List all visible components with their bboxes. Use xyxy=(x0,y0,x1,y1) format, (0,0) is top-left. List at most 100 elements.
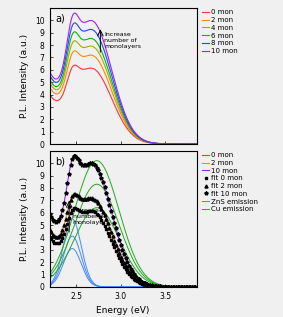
10 mon xyxy=(108,59,111,62)
Line: 6 mon: 6 mon xyxy=(50,32,197,144)
fit 10 mon xyxy=(48,212,51,216)
8 mon xyxy=(149,141,153,145)
2 mon xyxy=(48,85,51,89)
fit 0 mon xyxy=(48,235,51,239)
fit 2 mon xyxy=(74,192,77,196)
8 mon xyxy=(165,142,169,146)
10 mon xyxy=(163,142,166,146)
2 mon xyxy=(165,142,169,146)
0 mon xyxy=(165,285,169,289)
10 mon xyxy=(163,285,166,288)
4 mon xyxy=(73,39,77,43)
0 mon xyxy=(73,206,77,210)
2 mon xyxy=(48,228,51,231)
4 mon xyxy=(63,72,66,76)
Text: Increase
number of
monolayers: Increase number of monolayers xyxy=(73,208,110,225)
10 mon xyxy=(149,283,153,287)
6 mon xyxy=(163,142,166,146)
4 mon xyxy=(113,92,116,95)
0 mon xyxy=(149,141,153,145)
4 mon xyxy=(165,142,169,146)
0 mon xyxy=(195,142,198,146)
fit 2 mon xyxy=(173,285,176,289)
fit 2 mon xyxy=(194,285,197,289)
Line: 10 mon: 10 mon xyxy=(50,156,197,287)
0 mon xyxy=(48,92,51,96)
6 mon xyxy=(165,142,169,146)
0 mon xyxy=(165,142,169,146)
8 mon xyxy=(113,83,116,87)
fit 2 mon xyxy=(66,210,69,214)
0 mon xyxy=(63,88,66,92)
X-axis label: Energy (eV): Energy (eV) xyxy=(97,306,150,315)
fit 10 mon xyxy=(66,182,69,185)
Text: Increase
number of
monolayers: Increase number of monolayers xyxy=(104,32,141,49)
8 mon xyxy=(195,142,198,146)
0 mon xyxy=(113,246,116,250)
4 mon xyxy=(149,141,153,145)
10 mon xyxy=(63,198,66,202)
Legend: 0 mon, 2 mon, 4 mon, 6 mon, 8 mon, 10 mon: 0 mon, 2 mon, 4 mon, 6 mon, 8 mon, 10 mo… xyxy=(200,7,241,57)
6 mon xyxy=(108,71,111,74)
0 mon xyxy=(108,91,111,95)
fit 0 mon xyxy=(87,209,90,213)
fit 2 mon xyxy=(83,197,87,201)
4 mon xyxy=(163,142,166,146)
Line: 2 mon: 2 mon xyxy=(50,51,197,144)
6 mon xyxy=(48,77,51,81)
fit 0 mon xyxy=(66,222,69,225)
10 mon xyxy=(165,142,169,146)
Line: 4 mon: 4 mon xyxy=(50,41,197,144)
6 mon xyxy=(113,88,116,92)
8 mon xyxy=(63,61,66,65)
0 mon xyxy=(63,231,66,235)
2 mon xyxy=(113,96,116,100)
2 mon xyxy=(63,222,66,225)
fit 2 mon xyxy=(192,285,196,289)
10 mon xyxy=(165,285,169,288)
2 mon xyxy=(63,79,66,82)
10 mon xyxy=(48,69,51,73)
2 mon xyxy=(149,141,153,145)
2 mon xyxy=(113,239,116,243)
fit 0 mon xyxy=(190,285,194,289)
2 mon xyxy=(195,285,198,289)
Line: fit 10 mon: fit 10 mon xyxy=(48,154,197,289)
2 mon xyxy=(73,192,77,196)
fit 10 mon xyxy=(192,285,196,289)
6 mon xyxy=(195,142,198,146)
fit 0 mon xyxy=(83,210,87,214)
10 mon xyxy=(48,212,51,216)
0 mon xyxy=(73,63,77,67)
Text: a): a) xyxy=(55,13,65,23)
0 mon xyxy=(195,285,198,289)
Line: 0 mon: 0 mon xyxy=(50,65,197,144)
Text: b): b) xyxy=(55,156,65,166)
2 mon xyxy=(149,284,153,288)
fit 0 mon xyxy=(173,285,176,289)
fit 10 mon xyxy=(87,162,90,166)
10 mon xyxy=(113,78,116,82)
6 mon xyxy=(73,30,76,34)
Line: fit 0 mon: fit 0 mon xyxy=(48,207,197,288)
2 mon xyxy=(163,142,166,146)
0 mon xyxy=(108,234,111,238)
fit 0 mon xyxy=(74,206,77,210)
8 mon xyxy=(163,142,166,146)
Line: 2 mon: 2 mon xyxy=(50,194,197,287)
2 mon xyxy=(108,82,111,86)
4 mon xyxy=(108,76,111,80)
Legend: 0 mon, 2 mon, 10 mon, fit 0 mon, fit 2 mon, fit 10 mon, ZnS emission, Cu emissio: 0 mon, 2 mon, 10 mon, fit 0 mon, fit 2 m… xyxy=(200,149,261,215)
8 mon xyxy=(108,65,111,68)
fit 10 mon xyxy=(74,154,77,158)
8 mon xyxy=(48,73,51,76)
4 mon xyxy=(195,142,198,146)
10 mon xyxy=(113,221,116,225)
Line: 0 mon: 0 mon xyxy=(50,208,197,287)
0 mon xyxy=(163,285,166,289)
fit 10 mon xyxy=(194,285,197,289)
10 mon xyxy=(108,202,111,205)
2 mon xyxy=(108,225,111,229)
Line: 8 mon: 8 mon xyxy=(50,23,197,144)
2 mon xyxy=(163,285,166,288)
